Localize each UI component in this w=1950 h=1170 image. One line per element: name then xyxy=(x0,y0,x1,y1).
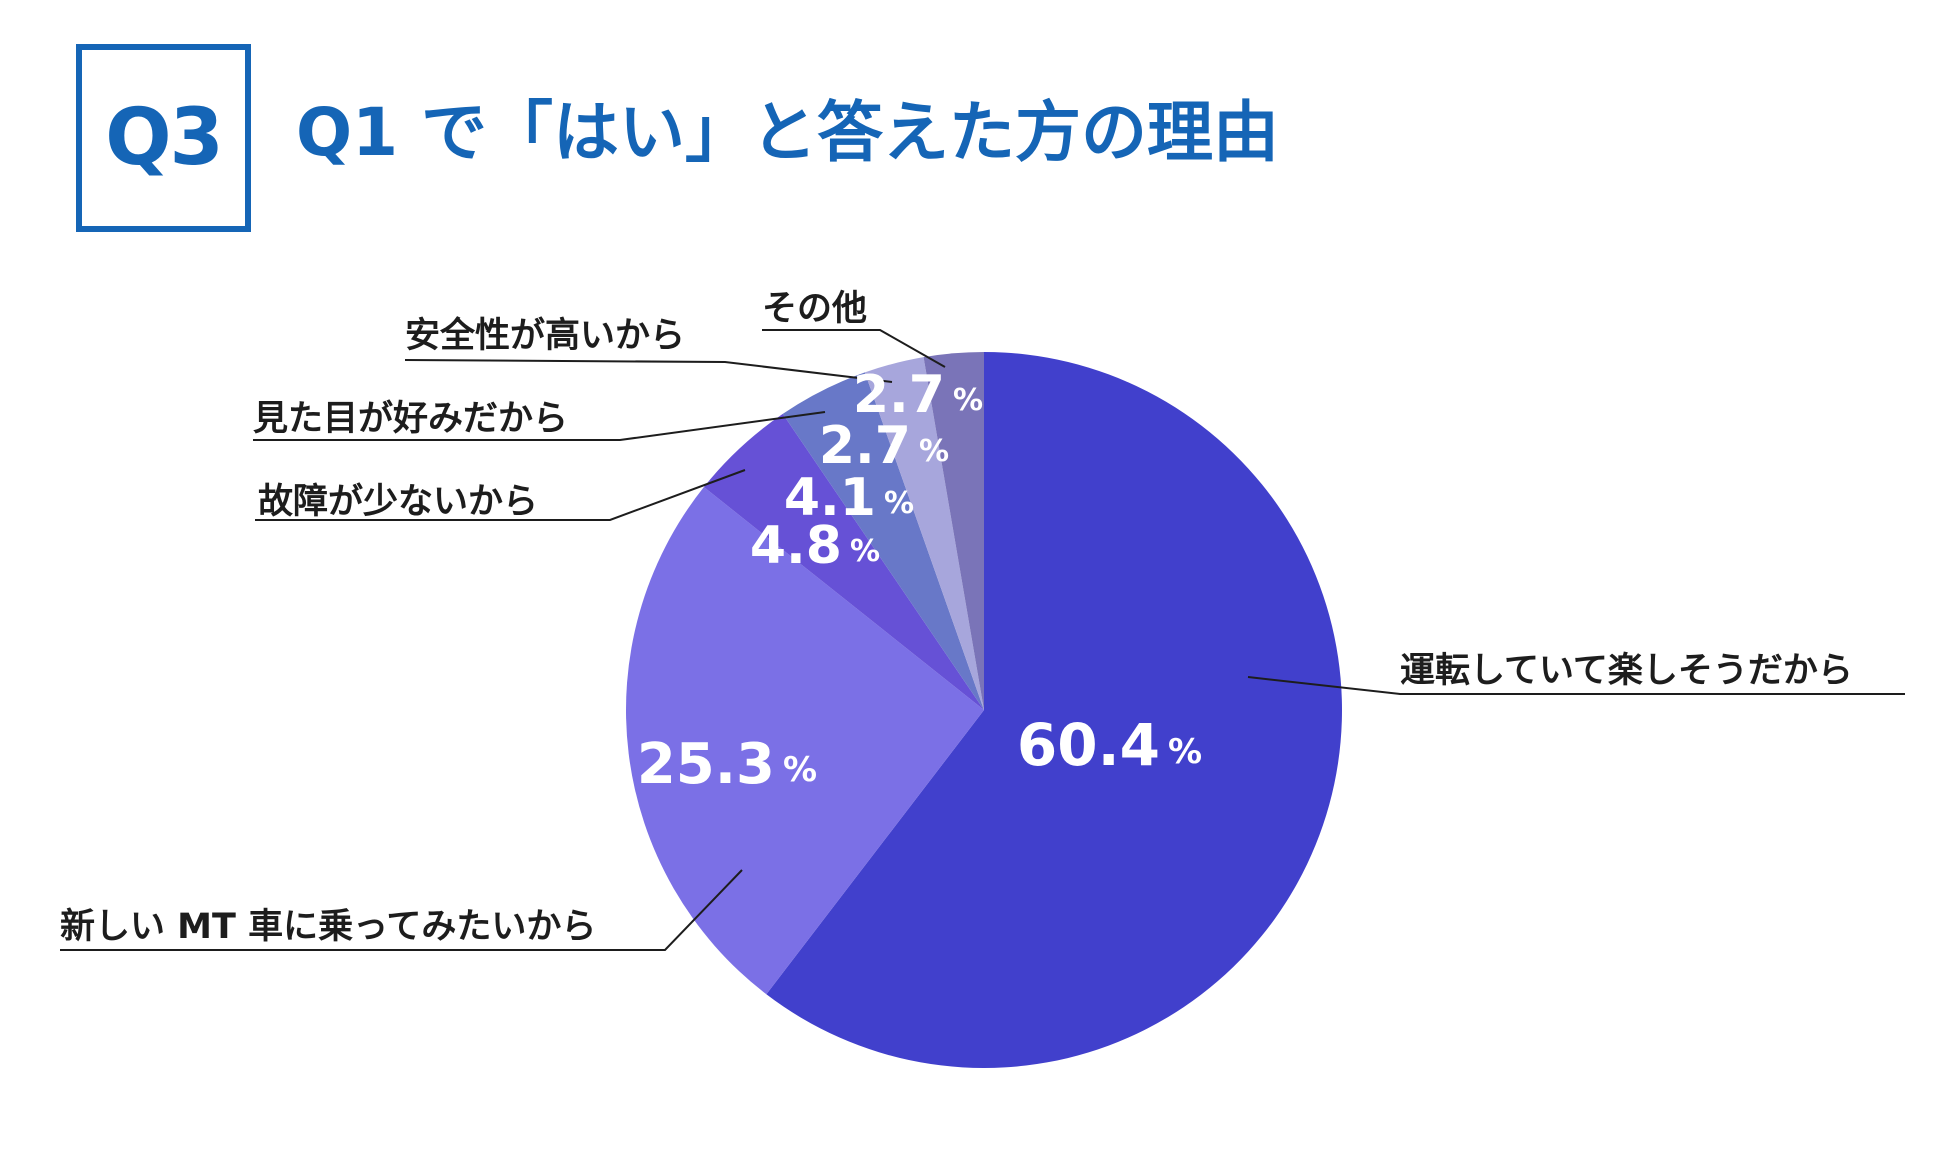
pie-slice xyxy=(864,357,984,710)
percent-sign: % xyxy=(919,434,949,469)
leader-line xyxy=(762,329,946,368)
category-label: 故障が少ないから xyxy=(258,482,538,522)
pie-slice xyxy=(625,487,984,995)
category-label: その他 xyxy=(762,289,867,329)
question-number: Q3 xyxy=(105,93,224,183)
percentage-label: 60.4 xyxy=(1017,711,1160,779)
leader-line xyxy=(255,469,746,521)
percentage-label: 25.3 xyxy=(637,732,775,797)
pie-slice xyxy=(782,372,984,710)
category-label: 見た目が好みだから xyxy=(253,399,568,439)
chart-title: Q1 で「はい」と答えた方の理由 xyxy=(296,94,1280,171)
percent-sign: % xyxy=(850,534,880,569)
leader-line xyxy=(404,359,893,383)
question-number-box: Q3 xyxy=(76,44,251,232)
percent-sign: % xyxy=(953,383,983,418)
percentage-label: 4.1 xyxy=(784,468,876,528)
category-label: 新しい MT 車に乗ってみたいから xyxy=(60,907,596,947)
percent-sign: % xyxy=(1168,732,1202,772)
percentage-label: 2.7 xyxy=(853,365,945,425)
leader-line xyxy=(253,411,826,441)
pie-slice xyxy=(923,352,984,710)
leader-line xyxy=(60,869,743,951)
category-label: 運転していて楽しそうだから xyxy=(1400,651,1853,691)
percent-sign: % xyxy=(884,486,914,521)
percent-sign: % xyxy=(783,750,817,790)
leader-line xyxy=(1247,676,1905,695)
percentage-label: 2.7 xyxy=(819,416,911,476)
pie-slice xyxy=(703,413,984,710)
pie-slice xyxy=(766,352,1342,1068)
category-label: 安全性が高いから xyxy=(405,315,685,356)
percentage-label: 4.8 xyxy=(750,516,842,576)
